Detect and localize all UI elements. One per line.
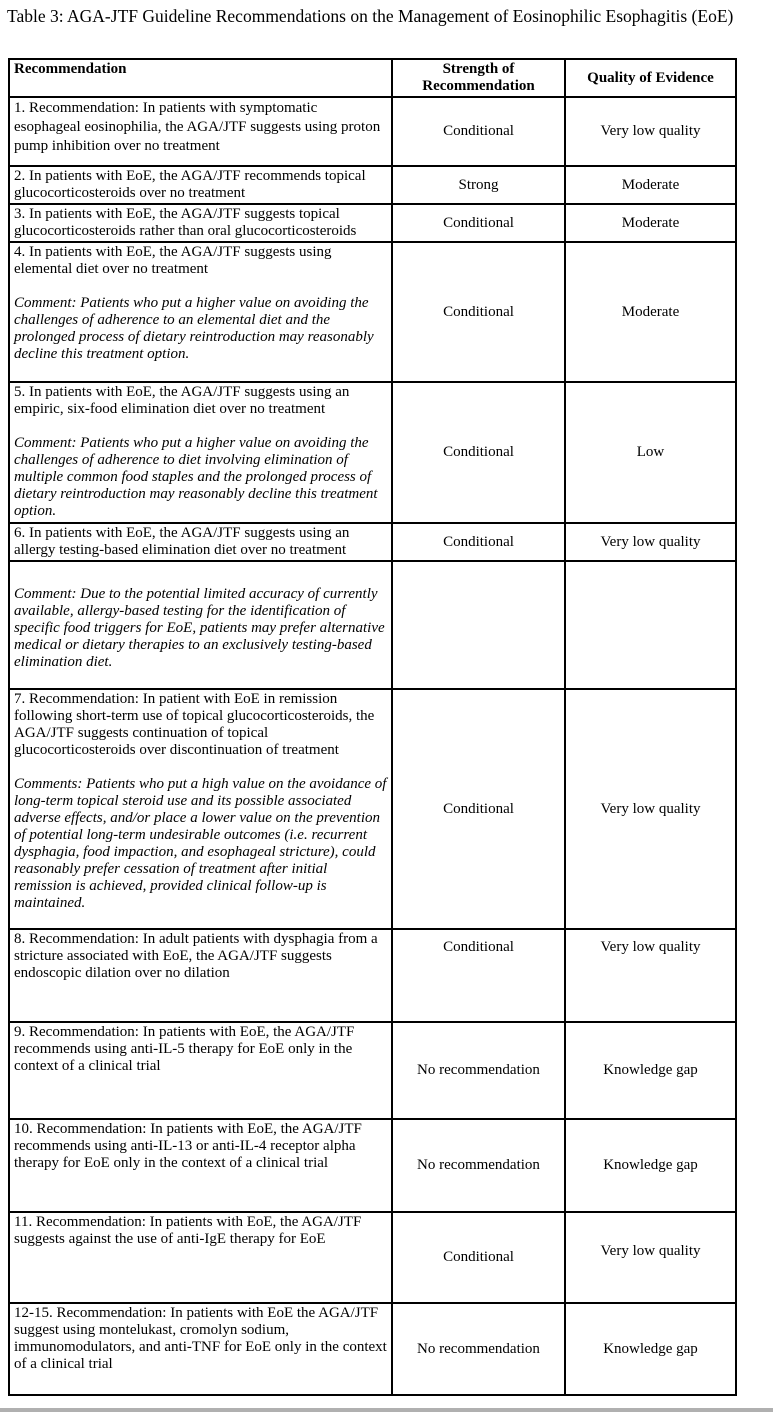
table-row-2: 2. In patients with EoE, the AGA/JTF rec… xyxy=(8,165,737,205)
quality-cell: Moderate xyxy=(564,203,737,243)
recommendation-statement: 4. In patients with EoE, the AGA/JTF sug… xyxy=(14,244,332,277)
table-caption: Table 3: AGA-JTF Guideline Recommendatio… xyxy=(7,6,734,26)
table-row-10: 10. Recommendation: In patients with EoE… xyxy=(8,1118,737,1213)
column-header-recommendation: Recommendation xyxy=(8,58,393,98)
quality-cell: Low xyxy=(564,381,737,524)
strength-cell: No recommendation xyxy=(391,1302,566,1396)
recommendation-statement: 5. In patients with EoE, the AGA/JTF sug… xyxy=(14,384,350,417)
recommendation-cell: 6. In patients with EoE, the AGA/JTF sug… xyxy=(8,522,393,562)
quality-cell: Very low quality xyxy=(564,1211,737,1304)
recommendation-statement: 12-15. Recommendation: In patients with … xyxy=(14,1305,387,1372)
quality-cell: Moderate xyxy=(564,241,737,383)
strength-cell: Conditional xyxy=(391,381,566,524)
page-bottom-edge xyxy=(0,1408,773,1412)
table-row-6-comment: Comment: Due to the potential limited ac… xyxy=(8,560,737,690)
recommendation-cell: 1. Recommendation: In patients with symp… xyxy=(8,96,393,167)
recommendation-cell: 3. In patients with EoE, the AGA/JTF sug… xyxy=(8,203,393,243)
quality-cell: Knowledge gap xyxy=(564,1021,737,1120)
recommendation-cell: 4. In patients with EoE, the AGA/JTF sug… xyxy=(8,241,393,383)
strength-cell: Conditional xyxy=(391,1211,566,1304)
quality-cell: Very low quality xyxy=(564,928,737,1023)
recommendation-comment: Comment: Due to the potential limited ac… xyxy=(14,586,385,670)
quality-cell: Very low quality xyxy=(564,522,737,562)
recommendation-cell: Comment: Due to the potential limited ac… xyxy=(8,560,393,690)
quality-cell: Knowledge gap xyxy=(564,1302,737,1396)
recommendation-statement: 1. Recommendation: In patients with symp… xyxy=(14,100,381,154)
header-row: Recommendation Strength of Recommendatio… xyxy=(8,58,737,98)
recommendation-cell: 9. Recommendation: In patients with EoE,… xyxy=(8,1021,393,1120)
quality-cell: Very low quality xyxy=(564,688,737,930)
recommendation-statement: 3. In patients with EoE, the AGA/JTF sug… xyxy=(14,206,357,239)
recommendation-cell: 2. In patients with EoE, the AGA/JTF rec… xyxy=(8,165,393,205)
quality-cell: Very low quality xyxy=(564,96,737,167)
strength-cell: Conditional xyxy=(391,96,566,167)
recommendation-cell: 7. Recommendation: In patient with EoE i… xyxy=(8,688,393,930)
quality-cell: Moderate xyxy=(564,165,737,205)
table-row-11: 11. Recommendation: In patients with EoE… xyxy=(8,1211,737,1304)
column-header-strength: Strength of Recommendation xyxy=(391,58,566,98)
table-row-7: 7. Recommendation: In patient with EoE i… xyxy=(8,688,737,930)
recommendation-comment: Comment: Patients who put a higher value… xyxy=(14,435,378,519)
quality-cell: Knowledge gap xyxy=(564,1118,737,1213)
strength-cell: Strong xyxy=(391,165,566,205)
recommendation-statement: 2. In patients with EoE, the AGA/JTF rec… xyxy=(14,168,366,201)
strength-cell: Conditional xyxy=(391,203,566,243)
strength-cell: No recommendation xyxy=(391,1118,566,1213)
recommendation-statement: 11. Recommendation: In patients with EoE… xyxy=(14,1214,362,1247)
recommendation-statement: 9. Recommendation: In patients with EoE,… xyxy=(14,1024,355,1074)
recommendation-comment: Comment: Patients who put a higher value… xyxy=(14,295,374,362)
recommendation-statement: 6. In patients with EoE, the AGA/JTF sug… xyxy=(14,525,350,558)
strength-cell: No recommendation xyxy=(391,1021,566,1120)
recommendation-statement: 8. Recommendation: In adult patients wit… xyxy=(14,931,378,981)
recommendation-cell: 5. In patients with EoE, the AGA/JTF sug… xyxy=(8,381,393,524)
table-row-4: 4. In patients with EoE, the AGA/JTF sug… xyxy=(8,241,737,383)
recommendation-cell: 12-15. Recommendation: In patients with … xyxy=(8,1302,393,1396)
recommendation-statement: 7. Recommendation: In patient with EoE i… xyxy=(14,691,375,758)
table-row-12-15: 12-15. Recommendation: In patients with … xyxy=(8,1302,737,1396)
strength-cell xyxy=(391,560,566,690)
recommendation-comment: Comments: Patients who put a high value … xyxy=(14,776,387,911)
table-row-1: 1. Recommendation: In patients with symp… xyxy=(8,96,737,167)
column-header-quality: Quality of Evidence xyxy=(564,58,737,98)
strength-cell: Conditional xyxy=(391,688,566,930)
strength-cell: Conditional xyxy=(391,241,566,383)
recommendations-table: Recommendation Strength of Recommendatio… xyxy=(8,58,737,1396)
recommendation-statement: 10. Recommendation: In patients with EoE… xyxy=(14,1121,362,1171)
table-row-8: 8. Recommendation: In adult patients wit… xyxy=(8,928,737,1023)
strength-cell: Conditional xyxy=(391,928,566,1023)
recommendation-cell: 10. Recommendation: In patients with EoE… xyxy=(8,1118,393,1213)
table-row-5: 5. In patients with EoE, the AGA/JTF sug… xyxy=(8,381,737,524)
recommendation-cell: 8. Recommendation: In adult patients wit… xyxy=(8,928,393,1023)
table-row-3: 3. In patients with EoE, the AGA/JTF sug… xyxy=(8,203,737,243)
table-row-6: 6. In patients with EoE, the AGA/JTF sug… xyxy=(8,522,737,562)
recommendation-cell: 11. Recommendation: In patients with EoE… xyxy=(8,1211,393,1304)
strength-cell: Conditional xyxy=(391,522,566,562)
table-row-9: 9. Recommendation: In patients with EoE,… xyxy=(8,1021,737,1120)
quality-cell xyxy=(564,560,737,690)
